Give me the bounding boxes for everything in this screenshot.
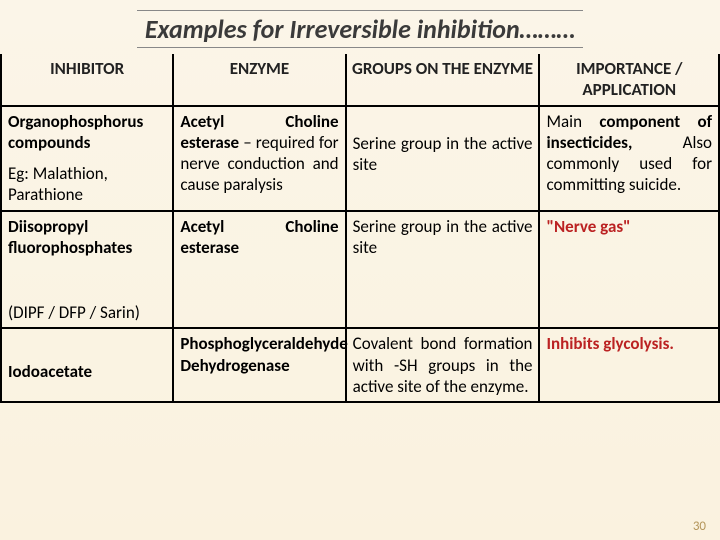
- text: Iodoacetate: [8, 361, 92, 382]
- table-row: Diisopropyl fluorophosphates (DIPF / DFP…: [1, 211, 719, 329]
- table-row: Iodoacetate Phosphoglyceraldehyde Dehydr…: [1, 328, 719, 402]
- inhibition-table: INHIBITOR ENZYME GROUPS ON THE ENZYME IM…: [0, 54, 720, 403]
- page-number: 30: [693, 519, 706, 534]
- cell-inhibitor: Organophosphorus compounds Eg: Malathion…: [1, 106, 173, 211]
- cell-importance: Inhibits glycolysis.: [539, 328, 719, 402]
- header-groups: GROUPS ON THE ENZYME: [346, 54, 540, 106]
- cell-groups: Serine group in the active site: [346, 106, 540, 211]
- text: Serine group in the active site: [353, 216, 533, 258]
- page-title: Examples for Irreversible inhibition………: [137, 10, 583, 48]
- text: Inhibits glycolysis.: [546, 333, 673, 354]
- header-enzyme: ENZYME: [173, 54, 345, 106]
- text: Phosphoglyceraldehyde Dehydrogenase: [180, 333, 348, 375]
- text: Diisopropyl fluorophosphates: [8, 216, 166, 259]
- text: Main: [546, 111, 599, 132]
- cell-enzyme: Acetyl Choline esterase – required for n…: [173, 106, 345, 211]
- text: (DIPF / DFP / Sarin): [8, 302, 166, 323]
- cell-inhibitor: Diisopropyl fluorophosphates (DIPF / DFP…: [1, 211, 173, 329]
- header-inhibitor: INHIBITOR: [1, 54, 173, 106]
- table-row: Organophosphorus compounds Eg: Malathion…: [1, 106, 719, 211]
- cell-groups: Serine group in the active site: [346, 211, 540, 329]
- text: "Nerve gas": [546, 216, 630, 237]
- text: Acetyl Choline esterase: [180, 216, 338, 258]
- cell-importance: "Nerve gas": [539, 211, 719, 329]
- cell-enzyme: Phosphoglyceraldehyde Dehydrogenase: [173, 328, 345, 402]
- header-importance: IMPORTANCE / APPLICATION: [539, 54, 719, 106]
- cell-enzyme: Acetyl Choline esterase: [173, 211, 345, 329]
- text: Covalent bond formation with -SH groups …: [353, 333, 533, 397]
- cell-inhibitor: Iodoacetate: [1, 328, 173, 402]
- text: Serine group in the active site: [353, 133, 533, 175]
- text: Organophosphorus compounds: [8, 111, 166, 154]
- table-header-row: INHIBITOR ENZYME GROUPS ON THE ENZYME IM…: [1, 54, 719, 106]
- cell-importance: Main component of insecticides, Also com…: [539, 106, 719, 211]
- text: Eg: Malathion, Parathione: [8, 163, 166, 206]
- cell-groups: Covalent bond formation with -SH groups …: [346, 328, 540, 402]
